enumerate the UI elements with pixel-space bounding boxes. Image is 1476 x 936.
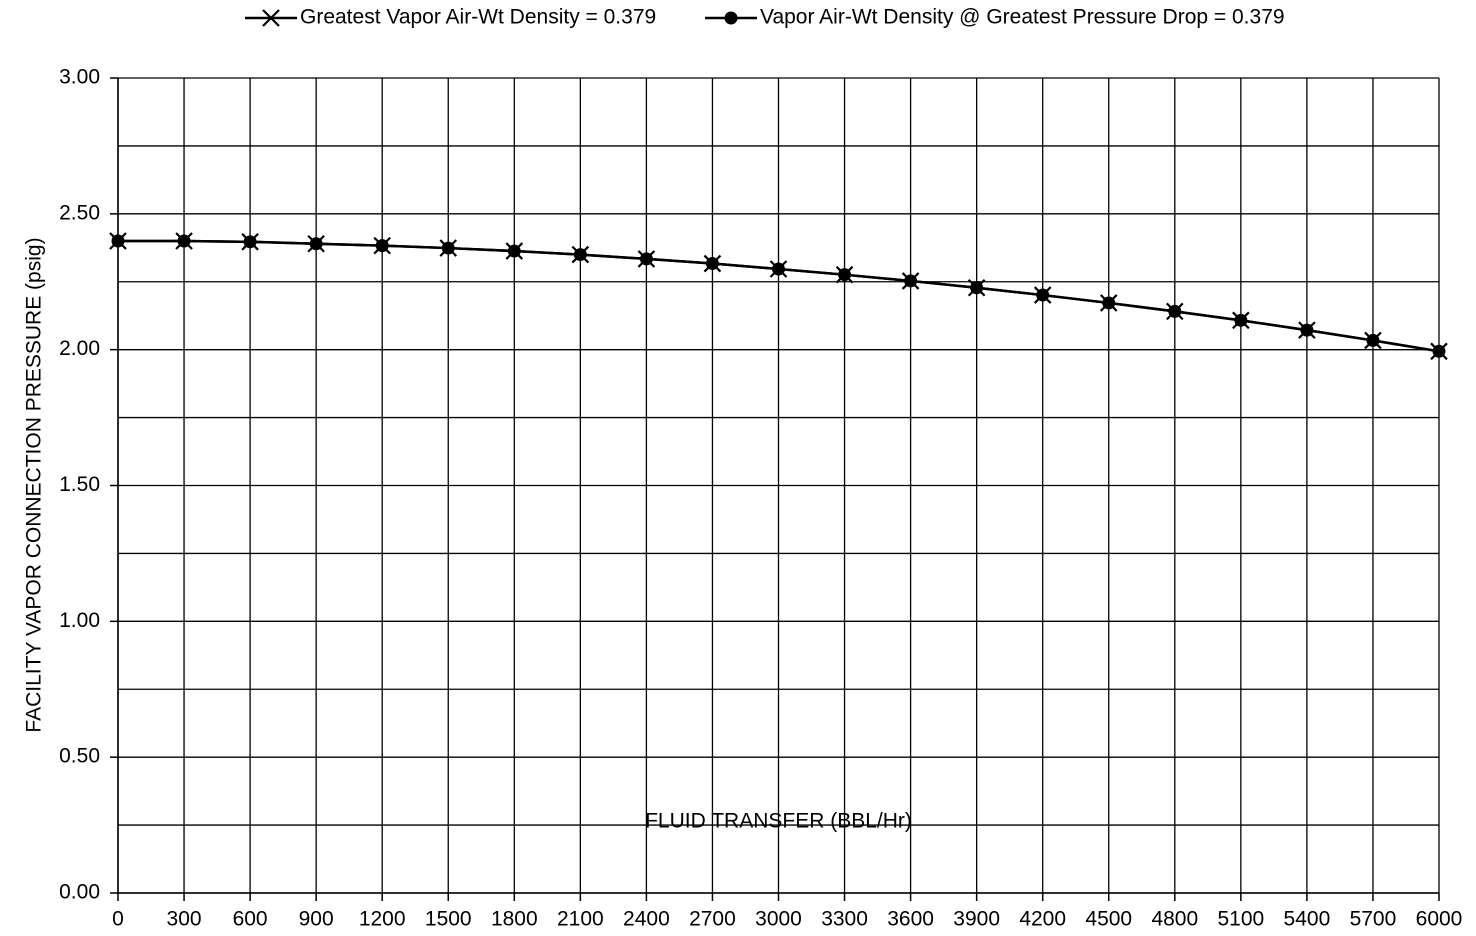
x-tick-label: 900 — [299, 908, 334, 931]
data-point — [243, 235, 257, 249]
x-tick-label: 4800 — [1151, 908, 1198, 931]
y-axis-label: FACILITY VAPOR CONNECTION PRESSURE (psig… — [23, 237, 46, 732]
data-point — [111, 234, 125, 248]
x-tick-label: 5400 — [1284, 908, 1331, 931]
data-point — [1366, 333, 1380, 347]
data-point — [639, 252, 653, 266]
data-point — [705, 257, 719, 271]
x-tick-label: 5700 — [1350, 908, 1397, 931]
data-point — [573, 248, 587, 262]
x-tick-label: 300 — [167, 908, 202, 931]
y-tick-label: 0.50 — [59, 745, 100, 768]
data-point — [1102, 296, 1116, 310]
x-tick-label: 4500 — [1085, 908, 1132, 931]
x-tick-label: 2400 — [623, 908, 670, 931]
y-tick-label: 2.00 — [59, 337, 100, 360]
y-tick-label: 3.00 — [59, 66, 100, 89]
legend-marker — [724, 11, 738, 25]
x-tick-label: 3600 — [887, 908, 934, 931]
x-tick-label: 0 — [112, 908, 124, 931]
x-tick-label: 1800 — [491, 908, 538, 931]
x-tick-label: 3900 — [953, 908, 1000, 931]
data-point — [441, 241, 455, 255]
data-point — [375, 239, 389, 253]
x-tick-label: 4200 — [1019, 908, 1066, 931]
data-point — [1168, 304, 1182, 318]
x-tick-label: 5100 — [1217, 908, 1264, 931]
x-tick-label: 3000 — [755, 908, 802, 931]
x-tick-label: 2100 — [557, 908, 604, 931]
x-tick-label: 600 — [233, 908, 268, 931]
x-tick-label: 1200 — [359, 908, 406, 931]
data-point — [309, 237, 323, 251]
data-point — [507, 244, 521, 258]
x-tick-label: 2700 — [689, 908, 736, 931]
data-point — [904, 274, 918, 288]
legend-label: Greatest Vapor Air-Wt Density = 0.379 — [300, 6, 656, 29]
data-point — [838, 268, 852, 282]
legend-marker — [262, 9, 280, 27]
data-point — [970, 281, 984, 295]
data-point — [177, 234, 191, 248]
x-tick-label: 3300 — [821, 908, 868, 931]
data-point — [1432, 344, 1446, 358]
y-tick-label: 0.00 — [59, 881, 100, 904]
data-point — [1300, 323, 1314, 337]
data-point — [772, 262, 785, 276]
data-point — [1234, 313, 1248, 327]
y-tick-label: 2.50 — [59, 201, 100, 224]
legend-label: Vapor Air-Wt Density @ Greatest Pressure… — [760, 6, 1285, 29]
x-tick-label: 1500 — [425, 908, 472, 931]
data-point — [1036, 288, 1050, 302]
y-tick-label: 1.00 — [59, 609, 100, 632]
y-tick-label: 1.50 — [59, 473, 100, 496]
x-axis-label: FLUID TRANSFER (BBL/Hr) — [645, 810, 912, 833]
x-tick-label: 6000 — [1416, 908, 1463, 931]
